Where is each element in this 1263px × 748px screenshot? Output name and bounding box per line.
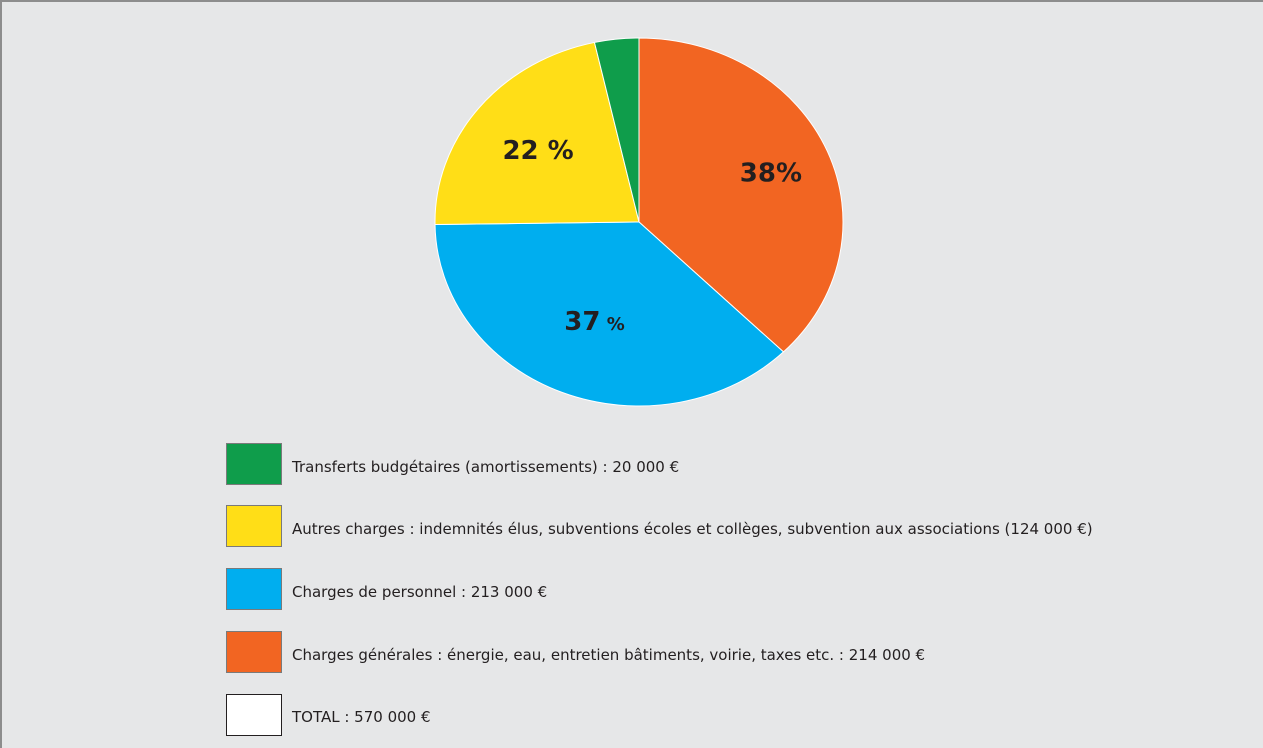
legend-label-autres-charges: Autres charges : indemnités élus, subven… — [292, 520, 1093, 538]
legend-swatch-transferts — [226, 443, 282, 485]
legend-swatch-total — [226, 694, 282, 736]
legend-label-total: TOTAL : 570 000 € — [292, 708, 431, 726]
legend-swatch-charges-generales — [226, 631, 282, 673]
pie-percent-label-0: 38% — [740, 159, 802, 189]
pie-percent-labels: 38% 37 % 22 % — [502, 136, 802, 337]
pie-slice-2 — [434, 41, 640, 226]
pie-slices — [434, 37, 844, 407]
legend-label-transferts: Transferts budgétaires (amortissements) … — [292, 458, 680, 476]
pie-slice-3 — [593, 37, 640, 223]
pie-percent-label-1: 37 % — [564, 307, 625, 337]
legend-swatch-personnel — [226, 568, 282, 610]
legend-label-charges-generales: Charges générales : énergie, eau, entret… — [292, 646, 926, 664]
legend-label-personnel: Charges de personnel : 213 000 € — [292, 583, 548, 601]
pie-slice-0 — [638, 37, 844, 353]
pie-percent-label-2: 22 % — [502, 136, 573, 166]
pie-slice-1 — [434, 221, 785, 407]
pie-chart: 38% 37 % 22 % — [434, 37, 844, 407]
legend-swatch-autres-charges — [226, 505, 282, 547]
